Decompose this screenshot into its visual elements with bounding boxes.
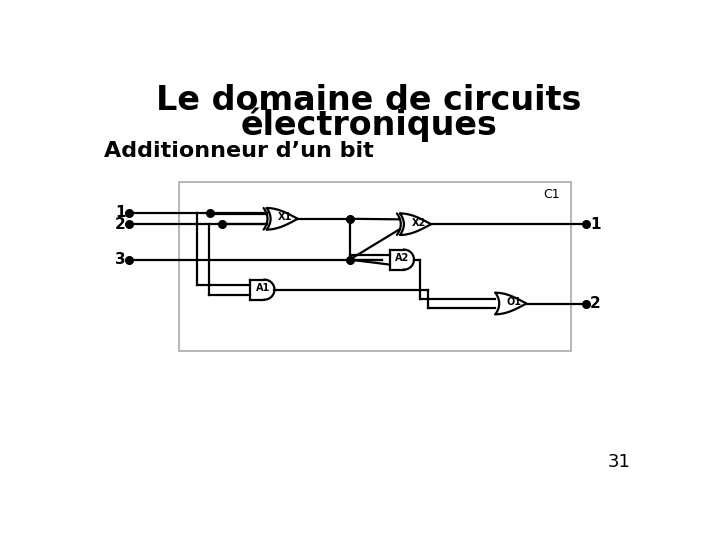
Bar [179, 182, 570, 351]
Text: X2: X2 [411, 218, 426, 228]
Text: C1: C1 [543, 188, 559, 201]
Text: 3: 3 [115, 252, 126, 267]
Text: X1: X1 [278, 212, 292, 222]
Text: électroniques: électroniques [240, 107, 498, 142]
Text: 2: 2 [115, 217, 126, 232]
Text: 2: 2 [590, 296, 600, 311]
Text: 1: 1 [590, 217, 600, 232]
Text: 31: 31 [608, 454, 631, 471]
Text: 1: 1 [115, 205, 126, 220]
Text: O1: O1 [506, 297, 521, 307]
Text: Additionneur d’un bit: Additionneur d’un bit [104, 141, 374, 161]
Text: Le domaine de circuits: Le domaine de circuits [156, 84, 582, 118]
Text: A2: A2 [395, 253, 410, 263]
Text: A1: A1 [256, 283, 270, 293]
